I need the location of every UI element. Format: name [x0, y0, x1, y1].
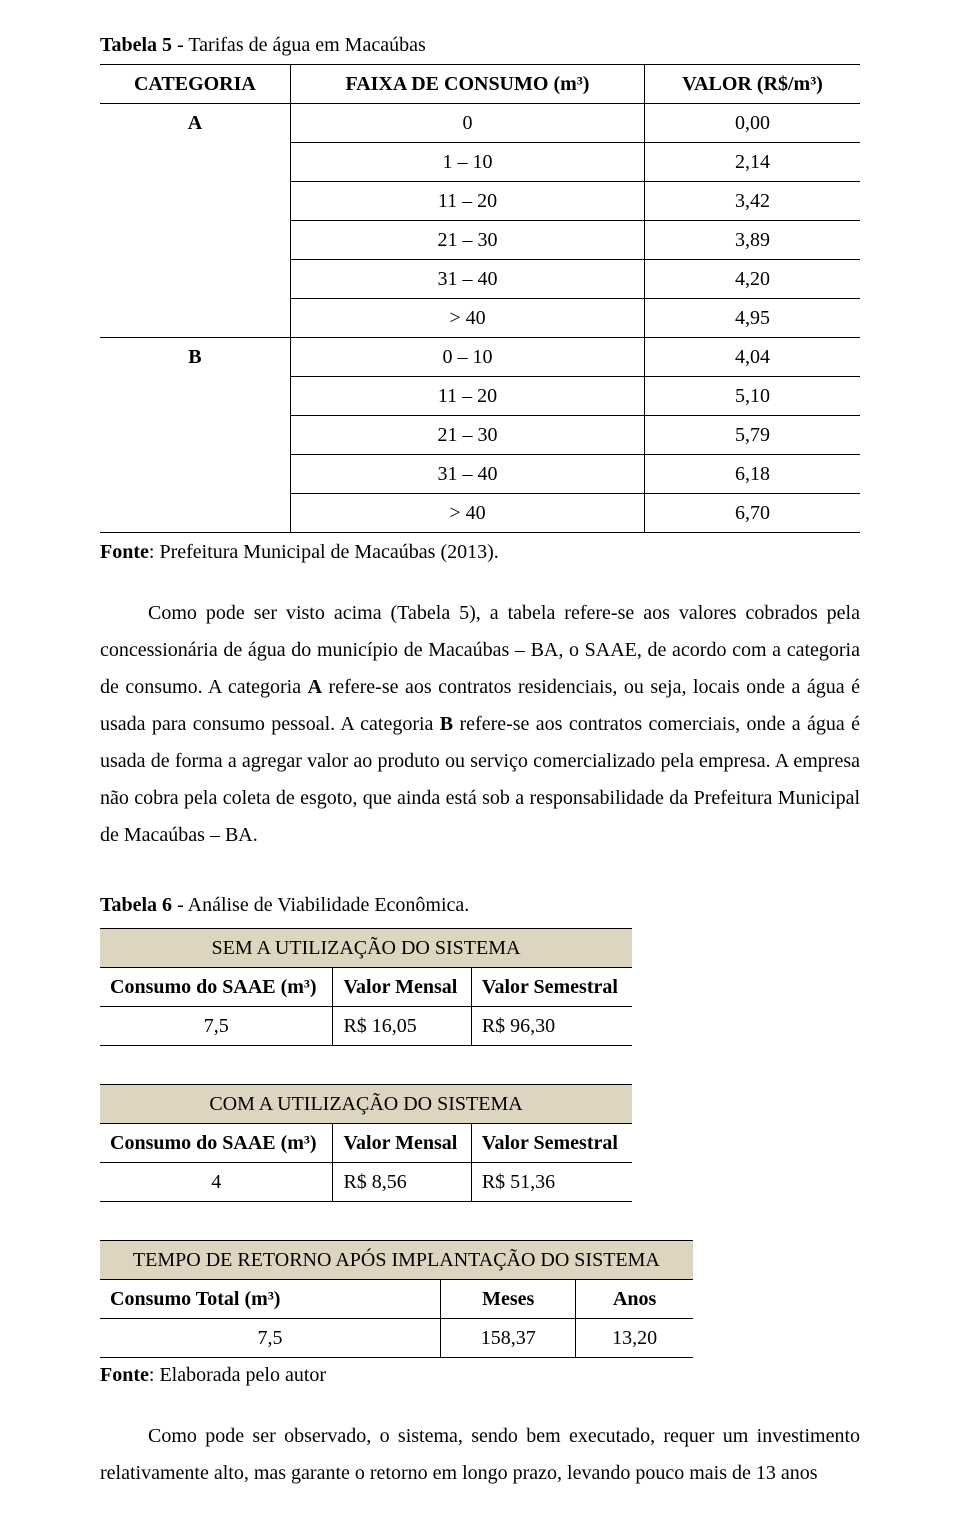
table6-b1-v0: 7,5 — [100, 1007, 333, 1046]
range-cell: 11 – 20 — [290, 182, 644, 221]
table6-block1: SEM A UTILIZAÇÃO DO SISTEMA Consumo do S… — [100, 928, 632, 1046]
table6-b2-col2: Valor Semestral — [471, 1124, 632, 1163]
paragraph-1: Como pode ser visto acima (Tabela 5), a … — [100, 595, 860, 854]
table-row: B0 – 104,04 — [100, 338, 860, 377]
table6-caption: Tabela 6 - Análise de Viabilidade Econôm… — [100, 890, 860, 920]
table5-header-value: VALOR (R$/m³) — [645, 65, 860, 104]
table6-b3-headers: Consumo Total (m³) Meses Anos — [100, 1280, 693, 1319]
table6-b3-col1: Meses — [440, 1280, 576, 1319]
table6-b3-v1: 158,37 — [440, 1319, 576, 1358]
table5-fonte-label: Fonte — [100, 541, 149, 563]
table6-block3: TEMPO DE RETORNO APÓS IMPLANTAÇÃO DO SIS… — [100, 1240, 693, 1358]
table6-b1-v2: R$ 96,30 — [471, 1007, 632, 1046]
value-cell: 3,42 — [645, 182, 860, 221]
table6-b2-title: COM A UTILIZAÇÃO DO SISTEMA — [100, 1085, 632, 1124]
range-cell: 31 – 40 — [290, 260, 644, 299]
table5-caption-prefix: Tabela 5 — [100, 34, 172, 56]
table6-b3-col0: Consumo Total (m³) — [100, 1280, 440, 1319]
table5-caption: Tabela 5 - Tarifas de água em Macaúbas — [100, 30, 860, 60]
value-cell: 5,79 — [645, 416, 860, 455]
table5-header-cat: CATEGORIA — [100, 65, 290, 104]
category-cell: A — [100, 104, 290, 338]
table6-b3-col2: Anos — [576, 1280, 693, 1319]
value-cell: 3,89 — [645, 221, 860, 260]
table6-b3-v0: 7,5 — [100, 1319, 440, 1358]
paragraph-2: Como pode ser observado, o sistema, send… — [100, 1418, 860, 1492]
table6-b3-v2: 13,20 — [576, 1319, 693, 1358]
table6-caption-prefix: Tabela 6 — [100, 894, 172, 916]
table6-fonte-text: : Elaborada pelo autor — [149, 1364, 326, 1386]
value-cell: 4,20 — [645, 260, 860, 299]
table6-fonte: Fonte: Elaborada pelo autor — [100, 1360, 860, 1390]
table6-b1-v1: R$ 16,05 — [333, 1007, 471, 1046]
table5-fonte-text: : Prefeitura Municipal de Macaúbas (2013… — [149, 541, 499, 563]
range-cell: > 40 — [290, 494, 644, 533]
range-cell: 21 – 30 — [290, 416, 644, 455]
range-cell: 1 – 10 — [290, 143, 644, 182]
table6-b2-v0: 4 — [100, 1163, 333, 1202]
table6-b3-row: 7,5 158,37 13,20 — [100, 1319, 693, 1358]
value-cell: 0,00 — [645, 104, 860, 143]
category-cell: B — [100, 338, 290, 533]
value-cell: 4,04 — [645, 338, 860, 377]
table6-block2: COM A UTILIZAÇÃO DO SISTEMA Consumo do S… — [100, 1084, 632, 1202]
range-cell: 11 – 20 — [290, 377, 644, 416]
table6-block1-wrap: SEM A UTILIZAÇÃO DO SISTEMA Consumo do S… — [100, 928, 860, 1046]
table6-block2-wrap: COM A UTILIZAÇÃO DO SISTEMA Consumo do S… — [100, 1084, 860, 1202]
table6-b1-title: SEM A UTILIZAÇÃO DO SISTEMA — [100, 929, 632, 968]
table5-fonte: Fonte: Prefeitura Municipal de Macaúbas … — [100, 537, 860, 567]
table5-header-range: FAIXA DE CONSUMO (m³) — [290, 65, 644, 104]
table6-b1-headers: Consumo do SAAE (m³) Valor Mensal Valor … — [100, 968, 632, 1007]
table-row: A00,00 — [100, 104, 860, 143]
table6-b2-col0: Consumo do SAAE (m³) — [100, 1124, 333, 1163]
table6-b2-row: 4 R$ 8,56 R$ 51,36 — [100, 1163, 632, 1202]
table6-b1-col2: Valor Semestral — [471, 968, 632, 1007]
range-cell: 21 – 30 — [290, 221, 644, 260]
page: Tabela 5 - Tarifas de água em Macaúbas C… — [0, 0, 960, 1532]
value-cell: 2,14 — [645, 143, 860, 182]
table5-header-row: CATEGORIA FAIXA DE CONSUMO (m³) VALOR (R… — [100, 65, 860, 104]
value-cell: 4,95 — [645, 299, 860, 338]
table6-b3-title: TEMPO DE RETORNO APÓS IMPLANTAÇÃO DO SIS… — [100, 1241, 693, 1280]
table6-caption-rest: - Análise de Viabilidade Econômica. — [172, 894, 469, 916]
table6-b2-v1: R$ 8,56 — [333, 1163, 471, 1202]
table6-b2-v2: R$ 51,36 — [471, 1163, 632, 1202]
range-cell: > 40 — [290, 299, 644, 338]
range-cell: 31 – 40 — [290, 455, 644, 494]
table6-fonte-label: Fonte — [100, 1364, 149, 1386]
table6-b2-col1: Valor Mensal — [333, 1124, 471, 1163]
table6-b1-col1: Valor Mensal — [333, 968, 471, 1007]
value-cell: 5,10 — [645, 377, 860, 416]
table6-b1-col0: Consumo do SAAE (m³) — [100, 968, 333, 1007]
table5: CATEGORIA FAIXA DE CONSUMO (m³) VALOR (R… — [100, 64, 860, 533]
table5-caption-rest: - Tarifas de água em Macaúbas — [172, 34, 426, 56]
range-cell: 0 – 10 — [290, 338, 644, 377]
table6-b2-headers: Consumo do SAAE (m³) Valor Mensal Valor … — [100, 1124, 632, 1163]
value-cell: 6,70 — [645, 494, 860, 533]
table6-b1-row: 7,5 R$ 16,05 R$ 96,30 — [100, 1007, 632, 1046]
value-cell: 6,18 — [645, 455, 860, 494]
range-cell: 0 — [290, 104, 644, 143]
